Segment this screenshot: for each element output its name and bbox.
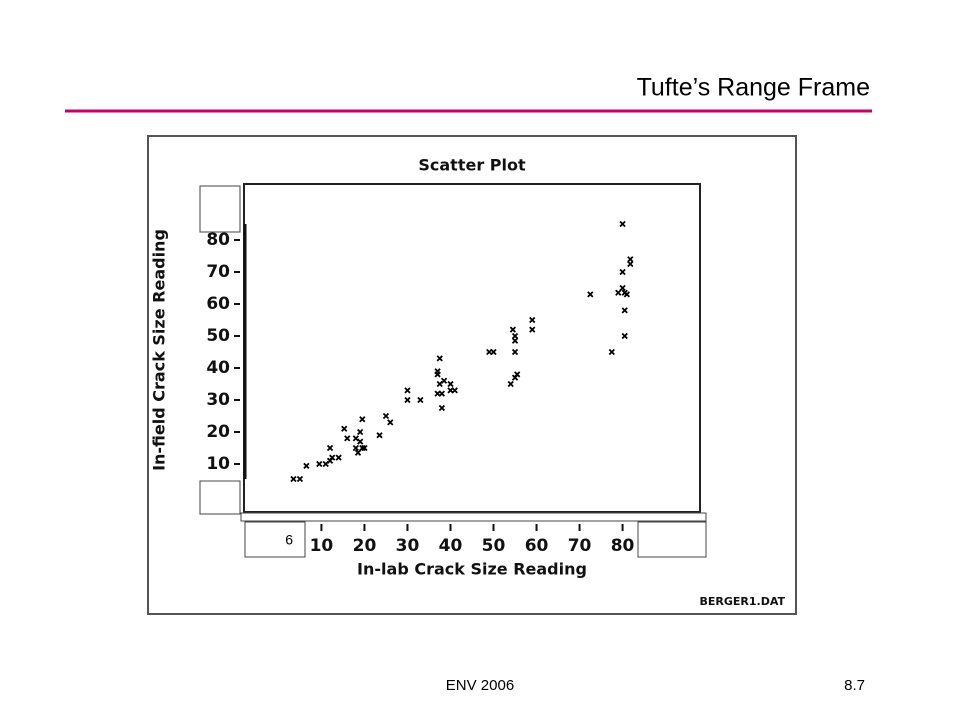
footer-right: 8.7	[844, 677, 865, 694]
x-tick-label: 60	[525, 536, 549, 556]
point	[344, 435, 351, 442]
point	[352, 444, 359, 452]
x-tick-label: 20	[353, 536, 377, 556]
y-axis-label: In-field Crack Size Reading	[150, 229, 169, 471]
point	[404, 387, 411, 394]
point	[490, 348, 497, 356]
x-tick-label: 80	[611, 536, 635, 556]
point	[417, 396, 424, 404]
x-axis-label: In-lab Crack Size Reading	[357, 560, 587, 579]
point	[303, 462, 310, 470]
point	[290, 475, 297, 483]
footer-left: ENV 2006	[446, 677, 514, 694]
y-tick-label: 80	[206, 230, 230, 250]
x-tick-label: 50	[482, 536, 506, 556]
slide-title: Tufte’s Range Frame	[637, 74, 870, 102]
point	[296, 475, 304, 483]
x-tick-label: 10	[310, 536, 334, 556]
point	[316, 460, 323, 468]
point	[621, 307, 628, 314]
point	[434, 371, 441, 378]
point	[627, 260, 634, 268]
y-tick-label: 40	[206, 358, 230, 378]
point	[511, 348, 519, 356]
point	[623, 291, 631, 298]
point	[615, 289, 622, 296]
point	[511, 332, 519, 340]
point	[335, 454, 342, 461]
overlay-box	[244, 521, 306, 558]
y-tick-label: 60	[206, 294, 230, 314]
point	[359, 416, 366, 423]
point	[440, 377, 448, 384]
point	[627, 256, 634, 263]
overlay-label: 6	[285, 532, 293, 548]
point	[621, 332, 628, 340]
point	[436, 355, 443, 362]
source-label: BERGER1.DAT	[699, 595, 785, 608]
point	[451, 387, 458, 394]
point	[376, 432, 383, 439]
point	[354, 449, 362, 456]
y-tick-label: 50	[206, 326, 230, 346]
point	[507, 380, 514, 388]
point	[329, 454, 336, 461]
point	[529, 316, 536, 324]
overlay-box	[199, 480, 241, 515]
point	[514, 371, 521, 378]
point	[357, 438, 364, 445]
point	[447, 380, 454, 388]
point	[619, 268, 626, 276]
point	[608, 348, 615, 356]
x-tick-label: 70	[568, 536, 592, 556]
overlay-box	[199, 185, 241, 233]
point	[438, 404, 446, 412]
overlay-strip	[240, 512, 707, 522]
point	[341, 425, 348, 432]
point	[509, 326, 517, 333]
point	[387, 419, 394, 426]
point	[357, 428, 364, 436]
point	[361, 444, 368, 452]
overlay-box	[637, 521, 707, 558]
point	[511, 337, 519, 344]
y-tick-label: 10	[206, 454, 230, 474]
y-tick-label: 70	[206, 262, 230, 282]
point	[404, 396, 411, 404]
point	[529, 326, 536, 333]
point	[619, 220, 626, 228]
x-tick-label: 40	[439, 536, 463, 556]
point	[619, 284, 626, 292]
point	[434, 390, 441, 397]
point	[382, 412, 390, 420]
x-tick-label: 30	[396, 536, 420, 556]
point	[587, 291, 594, 298]
y-tick-label: 20	[206, 422, 230, 442]
y-tick-label: 30	[206, 390, 230, 410]
chart-title: Scatter Plot	[418, 156, 526, 175]
point	[326, 444, 334, 452]
